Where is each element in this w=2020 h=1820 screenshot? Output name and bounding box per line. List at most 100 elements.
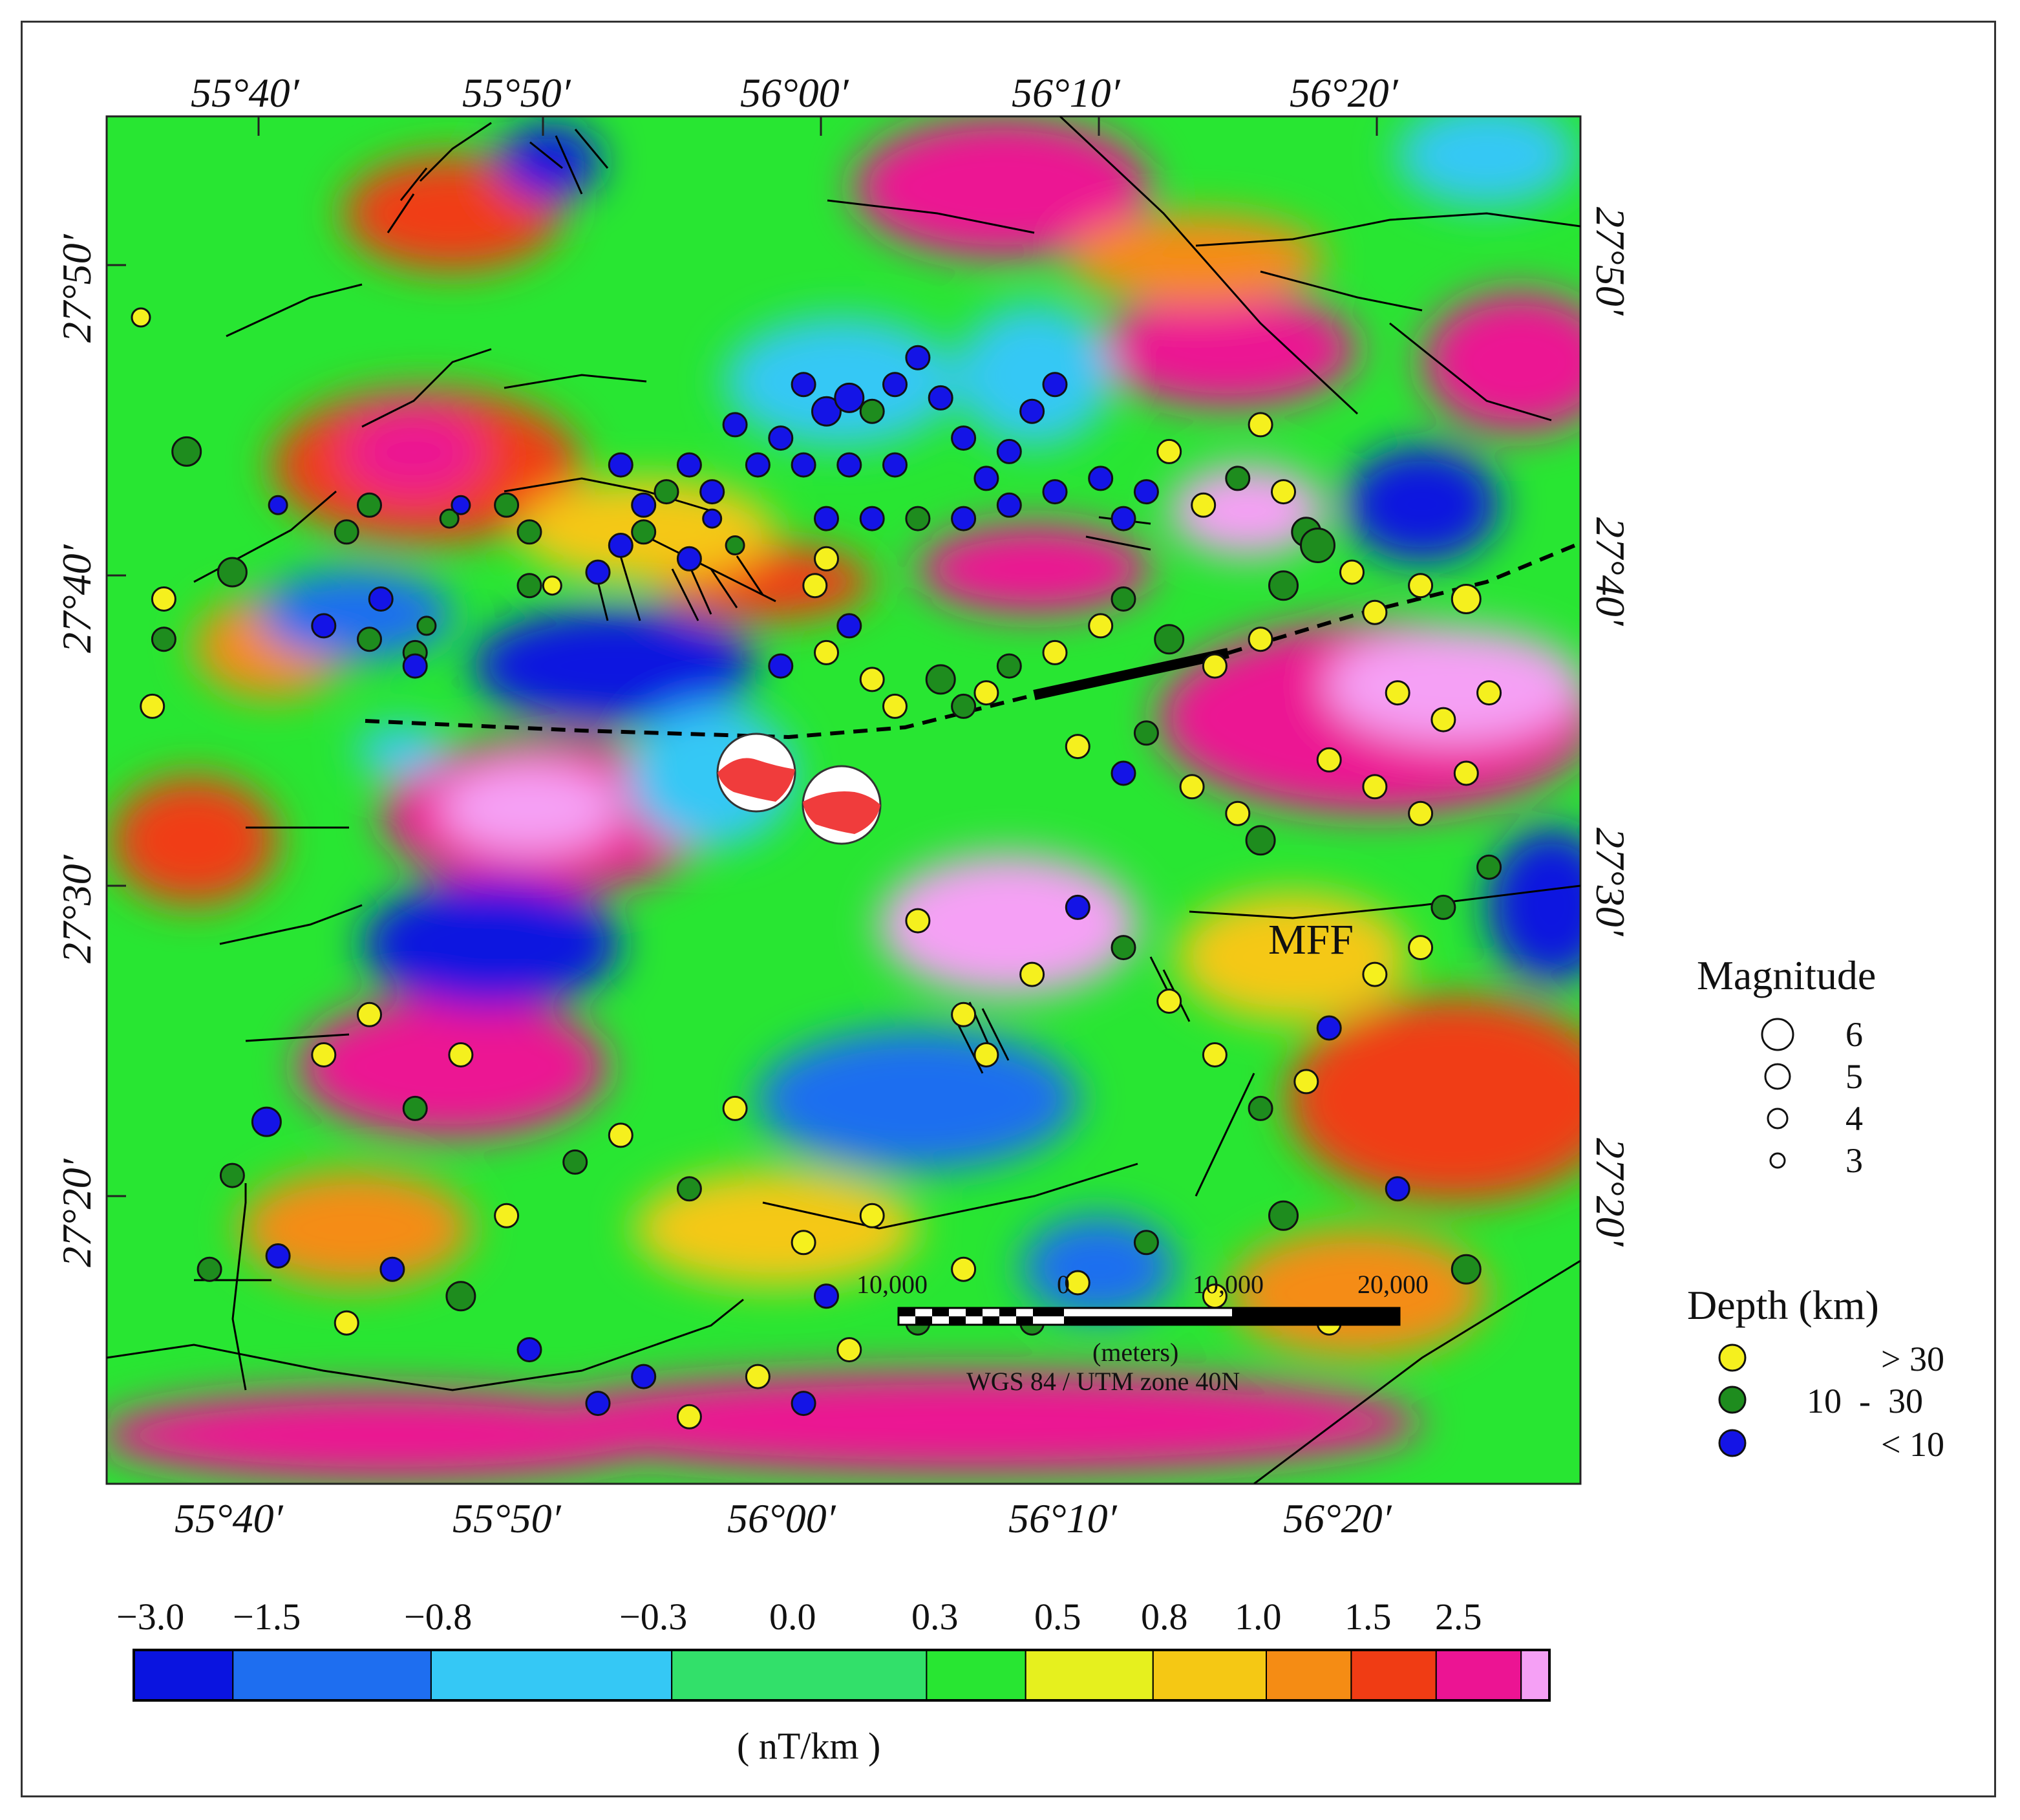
earthquake-deep bbox=[802, 573, 828, 599]
earthquake-shallow bbox=[608, 452, 633, 478]
earthquake-shallow bbox=[882, 372, 908, 398]
earthquake-shallow bbox=[722, 412, 748, 438]
colorbar-cell bbox=[1350, 1649, 1437, 1701]
lat-label: 27°30′ bbox=[1588, 828, 1633, 937]
map-border bbox=[105, 115, 1582, 1485]
earthquake-deep bbox=[1293, 1069, 1319, 1095]
earthquake-deep bbox=[448, 1042, 474, 1067]
earthquake-shallow bbox=[996, 438, 1022, 464]
mff-label: MFF bbox=[1268, 916, 1354, 963]
earthquake-shallow bbox=[1316, 1015, 1342, 1041]
earthquake-deep bbox=[334, 1310, 359, 1336]
earthquake-shallow bbox=[451, 495, 471, 515]
earthquake-deep bbox=[1408, 573, 1434, 599]
earthquake-intermediate bbox=[197, 1256, 222, 1282]
earthquake-shallow bbox=[311, 613, 337, 639]
earthquake-deep bbox=[1019, 961, 1045, 987]
earthquake-shallow bbox=[996, 492, 1022, 518]
earthquake-deep bbox=[791, 1230, 816, 1256]
earthquake-deep bbox=[814, 639, 839, 665]
earthquake-shallow bbox=[585, 1391, 611, 1417]
colorbar-cells bbox=[133, 1649, 1550, 1701]
earthquake-deep bbox=[1316, 747, 1342, 773]
earthquake-deep bbox=[1453, 760, 1479, 786]
colorbar-cell bbox=[1025, 1649, 1154, 1701]
earthquake-deep bbox=[836, 1337, 862, 1363]
earthquake-intermediate bbox=[516, 573, 542, 599]
latitude-labels-left: 27°50′ 27°40′ 27°30′ 27°20′ bbox=[54, 233, 100, 1267]
lon-label: 56°00′ bbox=[727, 1495, 836, 1541]
earthquake-intermediate bbox=[676, 1176, 702, 1202]
colorbar-units: ( nT/km ) bbox=[737, 1725, 880, 1767]
earthquake-deep bbox=[140, 693, 165, 719]
earthquake-shallow bbox=[951, 506, 977, 531]
lon-label: 55°50′ bbox=[452, 1495, 562, 1541]
longitude-labels-bottom: 55°40′ 55°50′ 56°00′ 56°10′ 56°20′ bbox=[175, 1495, 1392, 1541]
earthquake-shallow bbox=[814, 506, 839, 531]
magnitude-label: 5 bbox=[1845, 1057, 1863, 1096]
earthquake-shallow bbox=[676, 546, 702, 572]
earthquake-deep bbox=[1408, 935, 1434, 961]
earthquake-deep bbox=[745, 1364, 771, 1389]
lon-label: 56°10′ bbox=[1012, 70, 1121, 116]
colorbar-cell bbox=[1266, 1649, 1352, 1701]
legend: Magnitude 6 5 4 3 Depth (km) > 30 10 - 3… bbox=[1687, 952, 1944, 1464]
earthquake-intermediate bbox=[334, 519, 359, 545]
earthquake-intermediate bbox=[445, 1281, 476, 1312]
earthquake-shallow bbox=[768, 425, 794, 451]
scale-label-2: 0 bbox=[1057, 1270, 1070, 1299]
colorbar: −3.0 −1.5 −0.8 −0.3 0.0 0.3 0.5 0.8 1.0 … bbox=[116, 1596, 1551, 1767]
earthquake-shallow bbox=[1088, 466, 1114, 491]
earthquake-shallow bbox=[608, 533, 633, 558]
earthquake-shallow bbox=[928, 385, 953, 411]
earthquake-shallow bbox=[791, 452, 816, 478]
earthquake-shallow bbox=[1111, 760, 1136, 786]
colorbar-cell bbox=[232, 1649, 432, 1701]
longitude-labels-top: 55°40′ 55°50′ 56°00′ 56°10′ 56°20′ bbox=[191, 70, 1399, 116]
earthquake-intermediate bbox=[562, 1149, 588, 1175]
earthquake-shallow bbox=[402, 653, 428, 679]
earthquake-shallow bbox=[811, 396, 842, 427]
colorbar-label: 2.5 bbox=[1435, 1596, 1482, 1638]
colorbar-label: −0.3 bbox=[619, 1596, 687, 1638]
earthquake-deep bbox=[1191, 492, 1217, 518]
earthquake-intermediate bbox=[1248, 1095, 1273, 1121]
earthquake-intermediate bbox=[1300, 528, 1335, 563]
earthquake-shallow bbox=[768, 653, 794, 679]
earthquake-deep bbox=[973, 1042, 999, 1067]
earthquake-deep bbox=[608, 1122, 633, 1148]
earthquake-shallow bbox=[379, 1256, 405, 1282]
main-frontal-fault bbox=[365, 541, 1580, 740]
depth-label: > 30 bbox=[1881, 1340, 1944, 1378]
earthquake-deep bbox=[1408, 800, 1434, 826]
earthquake-intermediate bbox=[1430, 894, 1456, 920]
earthquake-shallow bbox=[265, 1243, 291, 1269]
lat-label: 27°40′ bbox=[1588, 517, 1633, 626]
colorbar-label: 1.5 bbox=[1345, 1596, 1392, 1638]
earthquake-shallow bbox=[631, 492, 657, 518]
earthquake-intermediate bbox=[951, 693, 977, 719]
earthquake-deep bbox=[905, 908, 931, 934]
earthquake-intermediate bbox=[357, 492, 382, 518]
earthquake-intermediate bbox=[1451, 1254, 1482, 1285]
earthquake-deep bbox=[1248, 412, 1273, 438]
earthquake-shallow bbox=[836, 452, 862, 478]
earthquake-intermediate bbox=[725, 535, 745, 555]
focal-mechanisms bbox=[716, 733, 882, 845]
earthquake-intermediate bbox=[1154, 624, 1185, 655]
colorbar-cell bbox=[1435, 1649, 1522, 1701]
earthquake-intermediate bbox=[925, 664, 956, 695]
earthquake-shallow bbox=[1042, 479, 1068, 505]
earthquake-intermediate bbox=[1133, 720, 1159, 746]
earthquake-deep bbox=[494, 1203, 520, 1228]
earthquake-intermediate bbox=[494, 492, 520, 518]
depth-symbol-deep bbox=[1718, 1344, 1747, 1372]
earthquake-intermediate bbox=[1268, 570, 1299, 601]
earthquake-events bbox=[131, 307, 1502, 1429]
colorbar-label: 0.3 bbox=[911, 1596, 959, 1638]
earthquake-deep bbox=[151, 586, 176, 612]
earthquake-intermediate bbox=[996, 653, 1022, 679]
colorbar-label: −1.5 bbox=[233, 1596, 301, 1638]
earthquake-shallow bbox=[516, 1337, 542, 1363]
earthquake-intermediate bbox=[217, 557, 248, 588]
